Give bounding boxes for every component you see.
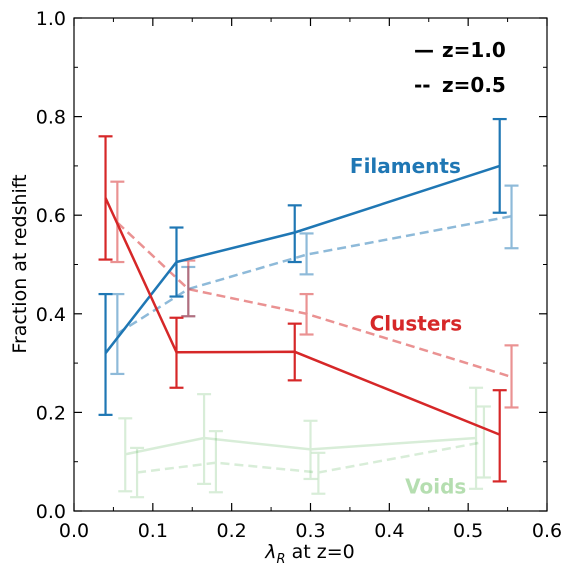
x-axis-label: λR at z=0 [264,541,354,567]
series-clusters-z05 [110,182,518,408]
error-bar-voids-z05 [477,406,491,477]
error-bar-filaments-z05 [110,294,124,374]
error-bar-clusters-z1 [99,136,113,259]
y-tick-label: 0.8 [36,107,66,129]
annotation-filaments: Filaments [350,154,461,178]
legend-label-z05: z=0.5 [442,73,506,97]
annotation-voids: Voids [405,474,466,498]
y-tick-label: 0.6 [36,205,66,227]
series-clusters-z1 [99,136,507,481]
series-line-voids-z1 [125,438,476,454]
x-tick-label: 0.2 [217,520,247,542]
error-bar-clusters-z05 [300,294,314,334]
x-tick-label: 0.5 [453,520,483,542]
series-filaments-z05 [110,186,518,374]
error-bar-filaments-z1 [99,294,113,415]
x-tick-label: 0.6 [532,520,562,542]
error-bar-voids-z1 [118,418,132,491]
error-bar-voids-z05 [311,453,325,494]
annotation-clusters: Clusters [370,312,463,336]
x-tick-label: 0.3 [295,520,325,542]
y-tick-label: 0.0 [36,501,66,523]
y-tick-label: 0.2 [36,402,66,424]
legend-marker-dashed: -- [414,73,431,97]
legend-marker-solid: — [414,38,434,62]
legend: — z=1.0 -- z=0.5 [414,38,506,97]
error-bar-clusters-z1 [493,390,507,481]
x-tick-label: 0.1 [138,520,168,542]
x-tick-label: 0.0 [59,520,89,542]
y-tick-label: 0.4 [36,304,66,326]
y-tick-label: 1.0 [36,8,66,30]
y-axis-label: Fraction at redshift [9,174,31,353]
x-tick-label: 0.4 [374,520,404,542]
error-bar-filaments-z1 [493,119,507,213]
legend-label-z1: z=1.0 [442,38,506,62]
